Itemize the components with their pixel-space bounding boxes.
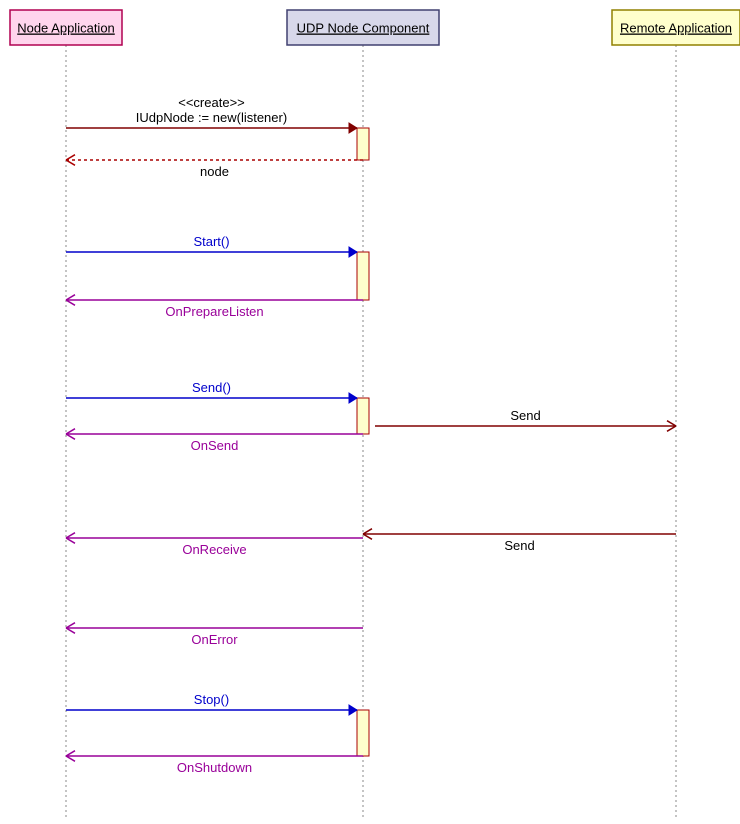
participant-label: Remote Application (620, 21, 732, 36)
activation (357, 398, 369, 434)
participant-node-app: Node Application (10, 10, 122, 45)
participant-label: Node Application (17, 21, 115, 36)
activation (357, 252, 369, 300)
participant-udp-comp: UDP Node Component (287, 10, 439, 45)
message-label: OnPrepareListen (165, 304, 263, 319)
activation (357, 710, 369, 756)
message-label: Stop() (194, 692, 229, 707)
participant-remote-app: Remote Application (612, 10, 740, 45)
message-label: IUdpNode := new(listener) (136, 110, 287, 125)
message-label: OnError (191, 632, 238, 647)
sequence-diagram: Node Application UDP Node Component Remote… (0, 0, 740, 824)
message-label: node (200, 164, 229, 179)
message-label: <<create>> (178, 95, 245, 110)
activation (357, 128, 369, 160)
message-label: Send (510, 408, 540, 423)
message-label: Start() (193, 234, 229, 249)
message-label: Send() (192, 380, 231, 395)
message-label: Send (504, 538, 534, 553)
message-label: OnShutdown (177, 760, 252, 775)
participant-label: UDP Node Component (297, 21, 430, 36)
message-label: OnReceive (182, 542, 246, 557)
message-label: OnSend (191, 438, 239, 453)
